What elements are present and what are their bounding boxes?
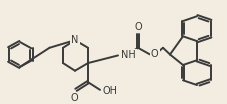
Text: O: O (134, 22, 141, 32)
Text: O: O (150, 50, 158, 59)
Text: OH: OH (103, 86, 118, 96)
Text: N: N (71, 35, 78, 45)
Text: NH: NH (121, 50, 135, 60)
Text: O: O (70, 93, 77, 103)
